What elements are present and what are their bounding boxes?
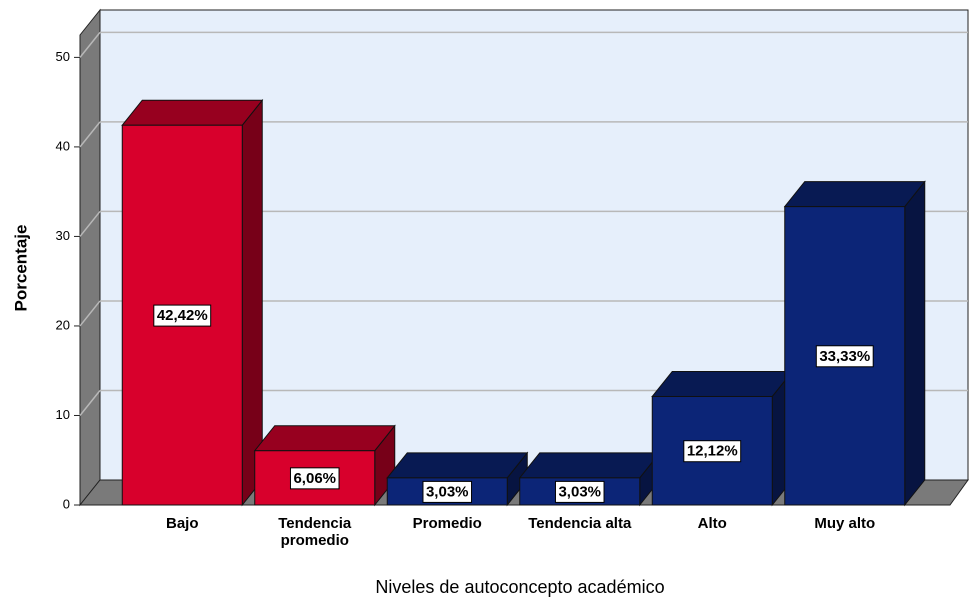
grid-line-side [79, 300, 101, 327]
x-tick-label: Promedio [412, 515, 482, 532]
value-label: 42,42% [157, 307, 208, 324]
value-label-box [153, 304, 212, 327]
y-tick-label: 10 [56, 407, 70, 422]
bar-top [386, 452, 529, 479]
grid-line-side [79, 390, 101, 416]
y-tick-label: 30 [56, 228, 70, 243]
value-label: 12,12% [687, 443, 738, 460]
grid-line-side [79, 210, 101, 237]
grid-line-side [79, 31, 101, 58]
bar-top [783, 181, 926, 208]
value-label-box [683, 440, 742, 463]
x-tick-label: Alto [697, 515, 727, 532]
bar-top [121, 99, 264, 126]
bar-side [241, 98, 263, 507]
y-axis-title: Porcentaje [11, 225, 30, 312]
value-label: 33,33% [819, 348, 870, 365]
y-tick-label: 0 [63, 496, 70, 511]
x-axis-title: Niveles de autoconcepto académico [375, 577, 664, 597]
y-tick-label: 50 [56, 49, 70, 64]
bar-top [253, 425, 396, 452]
value-label: 6,06% [293, 470, 336, 487]
y-tick-label: 40 [56, 138, 70, 153]
x-tick-label: Tendencia alta [528, 515, 632, 532]
y-tick-label: 20 [56, 317, 70, 332]
side-wall [79, 8, 101, 507]
value-label: 3,03% [558, 483, 601, 500]
value-label-box [554, 480, 605, 503]
value-label-box [422, 480, 473, 503]
grid-line-side [79, 121, 101, 148]
bar-top [518, 452, 661, 479]
bar-side [904, 180, 926, 507]
x-tick-label: Muy alto [814, 515, 876, 532]
bar-top [651, 370, 794, 397]
value-label-box [289, 467, 340, 490]
x-tick-label: Tendencia promedio [278, 515, 352, 549]
x-tick-label: Bajo [165, 515, 199, 532]
value-label-box [815, 345, 874, 368]
value-label: 3,03% [426, 483, 469, 500]
